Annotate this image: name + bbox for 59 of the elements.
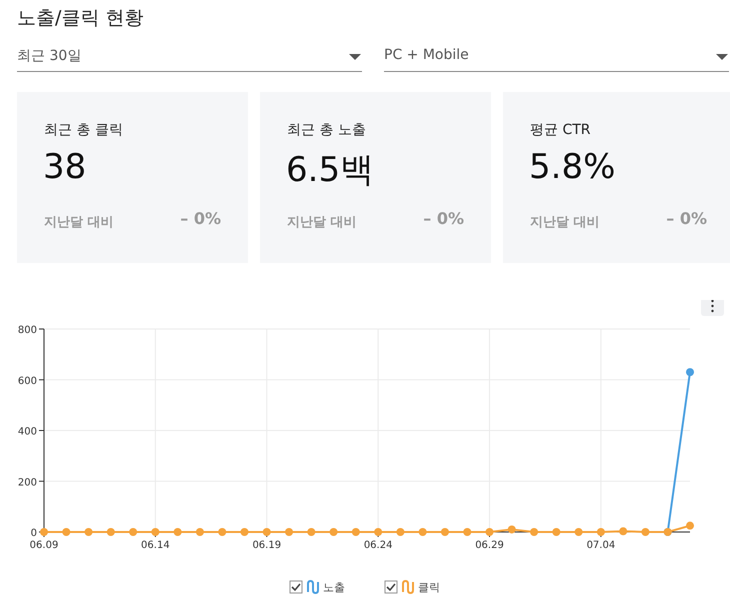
picture-checkbox: 클릭: [384, 580, 440, 594]
point: [262, 528, 271, 536]
x-tick-label: 06.14: [141, 540, 170, 551]
text: 최근 총 노출: [287, 121, 366, 139]
text: 5.8%: [529, 147, 616, 187]
point: [530, 528, 538, 536]
picture-checkbox: 노출: [290, 580, 345, 594]
point: [218, 528, 226, 536]
text: – 0%: [666, 209, 707, 228]
point: [129, 528, 138, 536]
text: 지난달 대비: [530, 214, 600, 231]
point: [463, 528, 472, 536]
point: [352, 528, 360, 536]
y-tick-label: 200: [18, 477, 37, 488]
point: [574, 528, 583, 536]
point: [62, 528, 70, 536]
point: [307, 528, 316, 536]
text: 6.5백: [286, 149, 374, 192]
point: [396, 528, 404, 536]
legend-label: 클릭: [418, 581, 440, 594]
text: 평균 CTR: [530, 121, 591, 139]
y-tick-label: 400: [18, 426, 37, 438]
x-tick-label: 06.09: [30, 540, 58, 551]
point: [619, 527, 628, 536]
x-tick-label: 06.19: [252, 540, 282, 551]
point: [440, 528, 449, 536]
point: [486, 528, 494, 536]
point: [374, 528, 382, 536]
y-tick-label: 800: [18, 325, 37, 336]
text: 최근 30일: [17, 47, 82, 65]
y-tick-label: 0: [30, 528, 37, 539]
x-tick-label: 07.04: [586, 540, 616, 551]
text: PC + Mobile: [384, 47, 469, 63]
point: [106, 528, 115, 536]
point: [686, 368, 694, 376]
point: [641, 528, 650, 536]
text: 최근 총 클릭: [44, 121, 123, 139]
text: – 0%: [423, 209, 464, 228]
point: [418, 528, 427, 536]
x-tick-label: 06.24: [364, 540, 392, 551]
y-tick-label: 600: [18, 376, 37, 387]
point: [686, 522, 694, 530]
point: [330, 528, 338, 536]
point: [84, 528, 93, 536]
point: [285, 528, 294, 536]
point: [508, 525, 516, 534]
text: 38: [43, 147, 86, 187]
text: 노출/클릭 현황: [17, 6, 144, 31]
point: [174, 528, 182, 536]
point: [552, 528, 560, 536]
point: [151, 528, 160, 536]
legend-label: 노출: [323, 581, 345, 594]
point: [196, 528, 204, 536]
text: 지난달 대비: [287, 214, 357, 231]
text: – 0%: [180, 209, 221, 228]
point: [596, 528, 605, 536]
text: 지난달 대비: [44, 214, 114, 231]
point: [240, 528, 248, 536]
x-tick-label: 06.29: [475, 540, 504, 551]
